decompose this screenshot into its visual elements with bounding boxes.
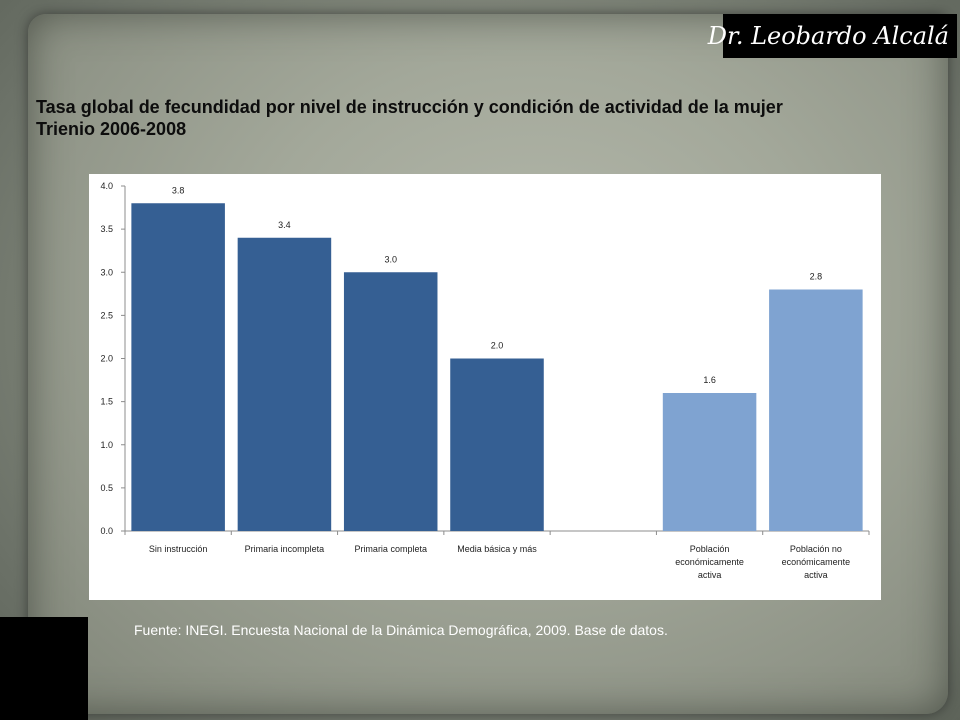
source-note: Fuente: INEGI. Encuesta Nacional de la D…	[134, 622, 668, 638]
y-tick-label: 4.0	[100, 181, 113, 191]
category-label: económicamente	[782, 557, 851, 567]
category-label: Primaria completa	[354, 544, 427, 554]
category-label: Población	[690, 544, 730, 554]
title-line-2: Trienio 2006-2008	[36, 119, 187, 139]
category-label: Media básica y más	[457, 544, 537, 554]
category-label: Primaria incompleta	[245, 544, 325, 554]
title-line-1: Tasa global de fecundidad por nivel de i…	[36, 97, 783, 117]
author-banner: Dr. Leobardo Alcalá	[708, 14, 957, 58]
bar	[769, 289, 863, 531]
bar-value-label: 1.6	[703, 375, 716, 385]
bar-value-label: 2.0	[491, 341, 504, 351]
y-tick-label: 1.5	[100, 397, 113, 407]
bar	[343, 272, 438, 531]
bar-value-label: 3.4	[278, 220, 291, 230]
bar	[662, 393, 757, 531]
category-label: económicamente	[675, 557, 744, 567]
category-label: activa	[698, 570, 722, 580]
y-tick-label: 1.0	[100, 440, 113, 450]
bar	[131, 203, 225, 531]
bar	[237, 237, 332, 531]
y-tick-label: 0.5	[100, 483, 113, 493]
bar-value-label: 3.8	[172, 185, 185, 195]
slide-title: Tasa global de fecundidad por nivel de i…	[36, 96, 946, 140]
y-tick-label: 2.0	[100, 354, 113, 364]
y-tick-label: 3.0	[100, 267, 113, 277]
bar-value-label: 2.8	[810, 272, 823, 282]
bar-chart: 0.0 0.5 1.0 1.5 2.0 2.5 3.0 3.5 4.0 3.8 Sin instru…	[100, 181, 870, 580]
bar	[450, 358, 544, 531]
y-tick-label: 3.5	[100, 224, 113, 234]
author-name: Dr. Leobardo Alcalá	[707, 22, 949, 50]
chart-area: 0.0 0.5 1.0 1.5 2.0 2.5 3.0 3.5 4.0 3.8 Sin instru…	[89, 174, 881, 600]
category-label: Sin instrucción	[149, 544, 208, 554]
category-label: activa	[804, 570, 828, 580]
corner-block	[0, 617, 88, 720]
category-label: Población no	[790, 544, 842, 554]
bar-value-label: 3.0	[384, 254, 397, 264]
y-tick-label: 2.5	[100, 310, 113, 320]
y-tick-label: 0.0	[100, 526, 113, 536]
